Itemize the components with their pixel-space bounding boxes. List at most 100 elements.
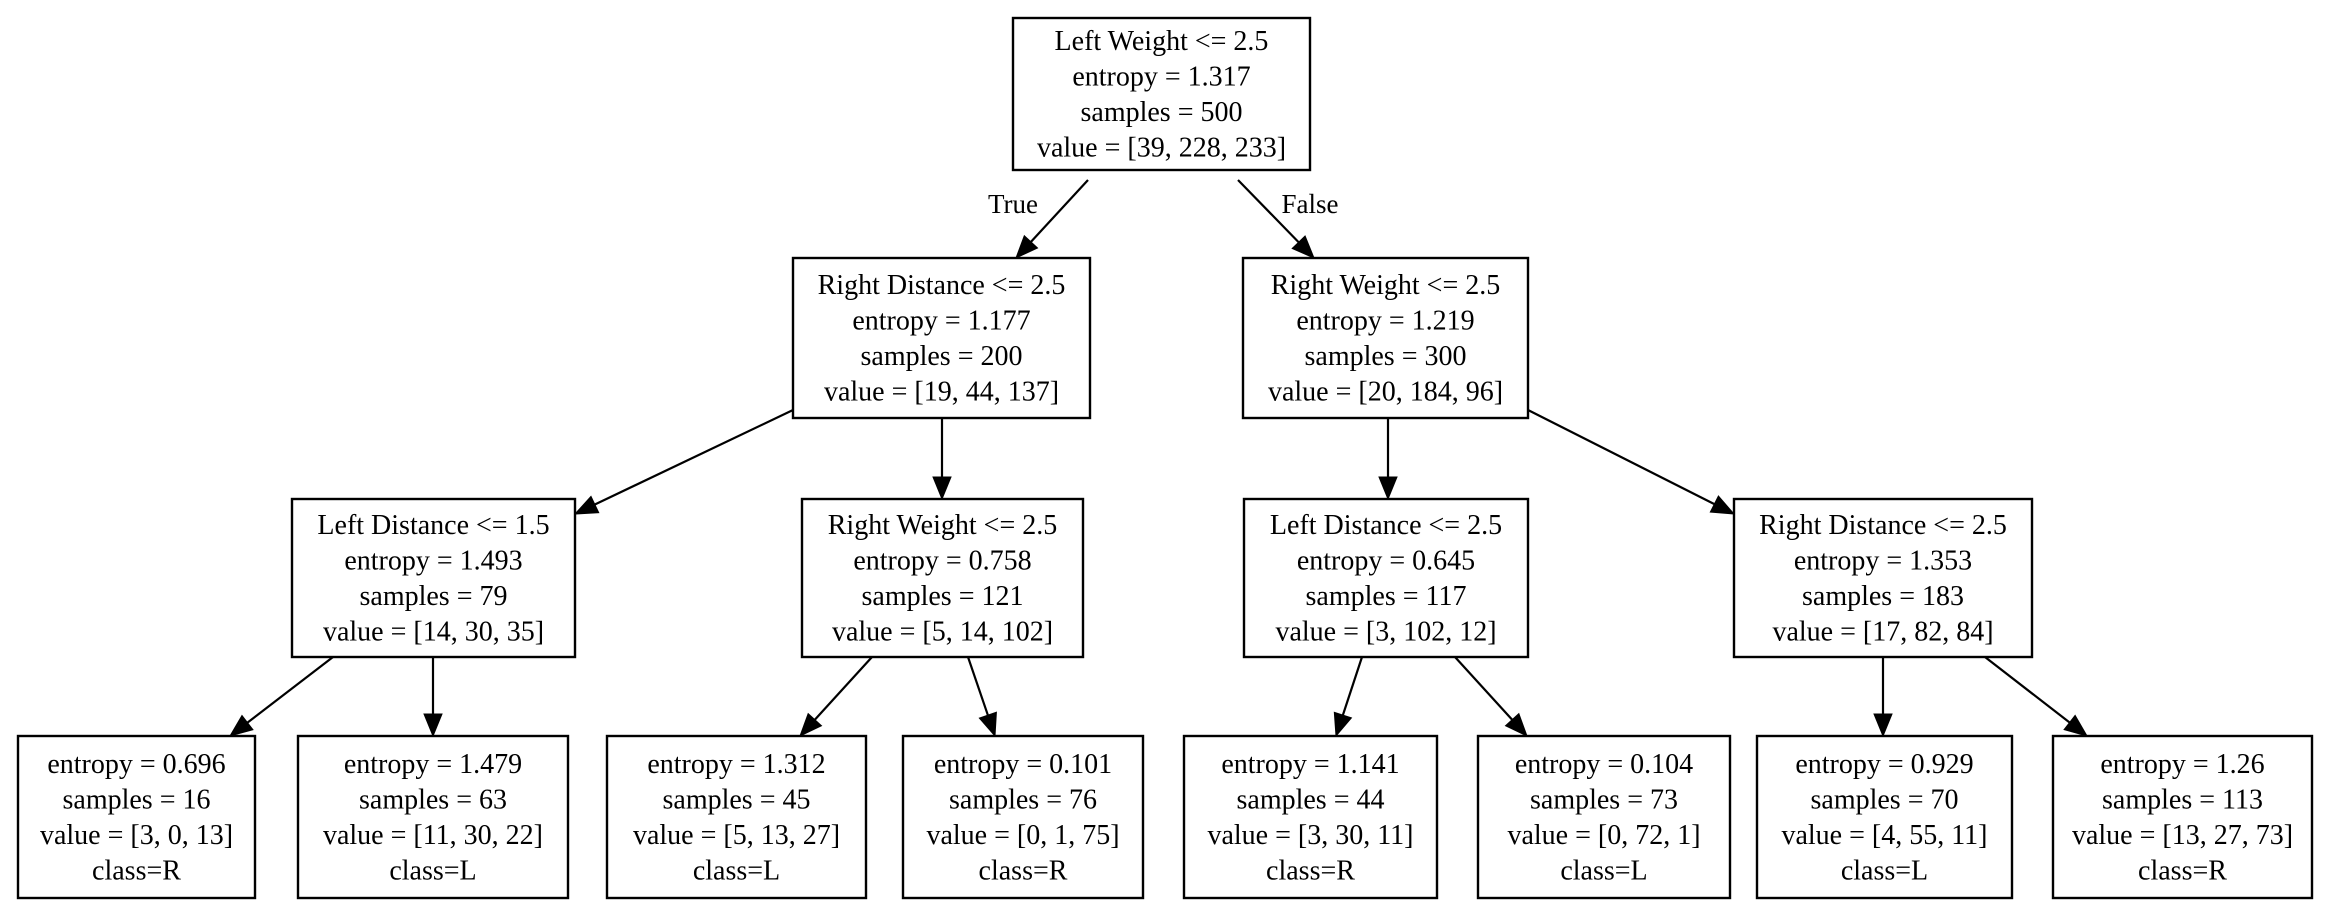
node-line: samples = 44	[1237, 784, 1385, 815]
edge-line	[1984, 656, 2071, 724]
arrowhead-icon	[1504, 712, 1528, 737]
node-line: samples = 73	[1530, 784, 1678, 815]
node-box	[1755, 734, 2014, 900]
node-line: class=R	[2138, 855, 2227, 886]
edge-root-n2: False	[1237, 179, 1339, 259]
leaf-node-l6: entropy = 0.104 samples = 73 value = [0, 7…	[1476, 734, 1732, 900]
arrowhead-icon	[1873, 713, 1893, 738]
edge-line	[1527, 409, 1715, 506]
edge-line	[966, 656, 989, 716]
node-line: samples = 500	[1081, 97, 1243, 128]
node-line: samples = 16	[63, 784, 211, 815]
node-line: entropy = 0.696	[47, 749, 225, 780]
edge-n4-l4	[966, 656, 997, 738]
node-box	[1182, 734, 1439, 900]
split-node-n3: Left Distance <= 1.5 entropy = 1.493 sampl…	[290, 497, 577, 659]
node-line: Left Distance <= 2.5	[1270, 510, 1502, 541]
split-node-n1: Right Distance <= 2.5 entropy = 1.177 samp…	[791, 256, 1092, 420]
edge-n4-l3	[799, 656, 873, 737]
node-line: entropy = 1.353	[1794, 545, 1972, 576]
node-line: entropy = 0.929	[1795, 749, 1973, 780]
arrowhead-icon	[423, 713, 443, 738]
edge-label-true: True	[988, 189, 1038, 219]
node-line: value = [3, 30, 11]	[1207, 820, 1413, 851]
node-box	[1241, 256, 1530, 420]
node-line: value = [13, 27, 73]	[2072, 820, 2293, 851]
node-box	[2051, 734, 2314, 900]
split-node-n6: Right Distance <= 2.5 entropy = 1.353 samp…	[1732, 497, 2034, 659]
node-line: value = [19, 44, 137]	[824, 376, 1059, 407]
node-line: value = [0, 1, 75]	[926, 820, 1119, 851]
node-box	[605, 734, 868, 900]
node-line: class=R	[92, 855, 181, 886]
edge-n5-l6	[1454, 656, 1528, 737]
node-line: Left Weight <= 2.5	[1055, 26, 1269, 57]
node-line: value = [17, 82, 84]	[1772, 616, 1993, 647]
node-line: samples = 79	[360, 581, 508, 612]
node-line: samples = 121	[862, 581, 1024, 612]
node-line: Left Distance <= 1.5	[317, 510, 549, 541]
node-box	[1011, 16, 1312, 172]
leaf-node-l8: entropy = 1.26 samples = 113 value = [13, …	[2051, 734, 2314, 900]
node-line: entropy = 0.104	[1515, 749, 1693, 780]
node-line: entropy = 1.479	[344, 749, 522, 780]
leaf-node-l2: entropy = 1.479 samples = 63 value = [11, …	[296, 734, 570, 900]
node-box	[290, 497, 577, 659]
edge-line	[594, 409, 794, 506]
node-box	[296, 734, 570, 900]
arrowhead-icon	[2063, 714, 2089, 737]
edge-n6-l8	[1984, 656, 2089, 737]
node-line: entropy = 0.645	[1297, 545, 1475, 576]
edge-n6-l7	[1873, 657, 1893, 738]
node-line: value = [11, 30, 22]	[323, 820, 543, 851]
node-line: entropy = 0.758	[853, 545, 1031, 576]
edge-n1-n3	[573, 409, 794, 515]
split-node-n5: Left Distance <= 2.5 entropy = 0.645 sampl…	[1242, 497, 1530, 659]
node-line: entropy = 1.177	[852, 305, 1030, 336]
edge-n2-n6	[1527, 409, 1736, 515]
leaf-node-l7: entropy = 0.929 samples = 70 value = [4, 5…	[1755, 734, 2014, 900]
nodes-layer: Left Weight <= 2.5 entropy = 1.317 samples…	[16, 16, 2314, 900]
edge-n3-l1	[228, 656, 334, 737]
node-line: entropy = 1.317	[1072, 61, 1250, 92]
edge-root-n1: True	[988, 179, 1089, 259]
edge-line	[1030, 179, 1089, 243]
node-line: samples = 117	[1306, 581, 1467, 612]
node-line: samples = 76	[949, 784, 1097, 815]
leaf-node-l5: entropy = 1.141 samples = 44 value = [3, 3…	[1182, 734, 1439, 900]
node-line: entropy = 1.141	[1221, 749, 1399, 780]
edge-n5-l5	[1333, 656, 1364, 738]
node-line: Right Weight <= 2.5	[1271, 270, 1500, 301]
node-line: Right Distance <= 2.5	[1759, 510, 2007, 541]
node-box	[1242, 497, 1530, 659]
split-node-n2: Right Weight <= 2.5 entropy = 1.219 sample…	[1241, 256, 1530, 420]
node-line: class=R	[979, 855, 1068, 886]
split-node-root: Left Weight <= 2.5 entropy = 1.317 samples…	[1011, 16, 1312, 172]
node-line: class=L	[693, 855, 780, 886]
node-line: class=L	[1841, 855, 1928, 886]
edge-line	[814, 656, 873, 721]
edge-line	[1237, 179, 1300, 244]
node-box	[16, 734, 257, 900]
node-line: class=L	[1560, 855, 1647, 886]
arrowhead-icon	[1378, 476, 1398, 501]
node-box	[1732, 497, 2034, 659]
edge-line	[246, 656, 334, 724]
leaf-node-l1: entropy = 0.696 samples = 16 value = [3, 0…	[16, 734, 257, 900]
node-line: value = [4, 55, 11]	[1781, 820, 1987, 851]
node-line: entropy = 1.312	[647, 749, 825, 780]
arrowhead-icon	[1015, 234, 1039, 259]
split-node-n4: Right Weight <= 2.5 entropy = 0.758 sample…	[800, 497, 1085, 659]
arrowhead-icon	[799, 712, 823, 737]
leaf-node-l4: entropy = 0.101 samples = 76 value = [0, 1…	[901, 734, 1145, 900]
arrowhead-icon	[573, 495, 600, 515]
node-line: samples = 70	[1811, 784, 1959, 815]
node-line: value = [14, 30, 35]	[323, 616, 544, 647]
node-line: entropy = 1.26	[2100, 749, 2264, 780]
arrowhead-icon	[978, 711, 997, 738]
node-line: entropy = 0.101	[934, 749, 1112, 780]
node-box	[800, 497, 1085, 659]
edge-label-false: False	[1282, 189, 1339, 219]
node-line: value = [20, 184, 96]	[1268, 376, 1503, 407]
node-line: samples = 63	[359, 784, 507, 815]
